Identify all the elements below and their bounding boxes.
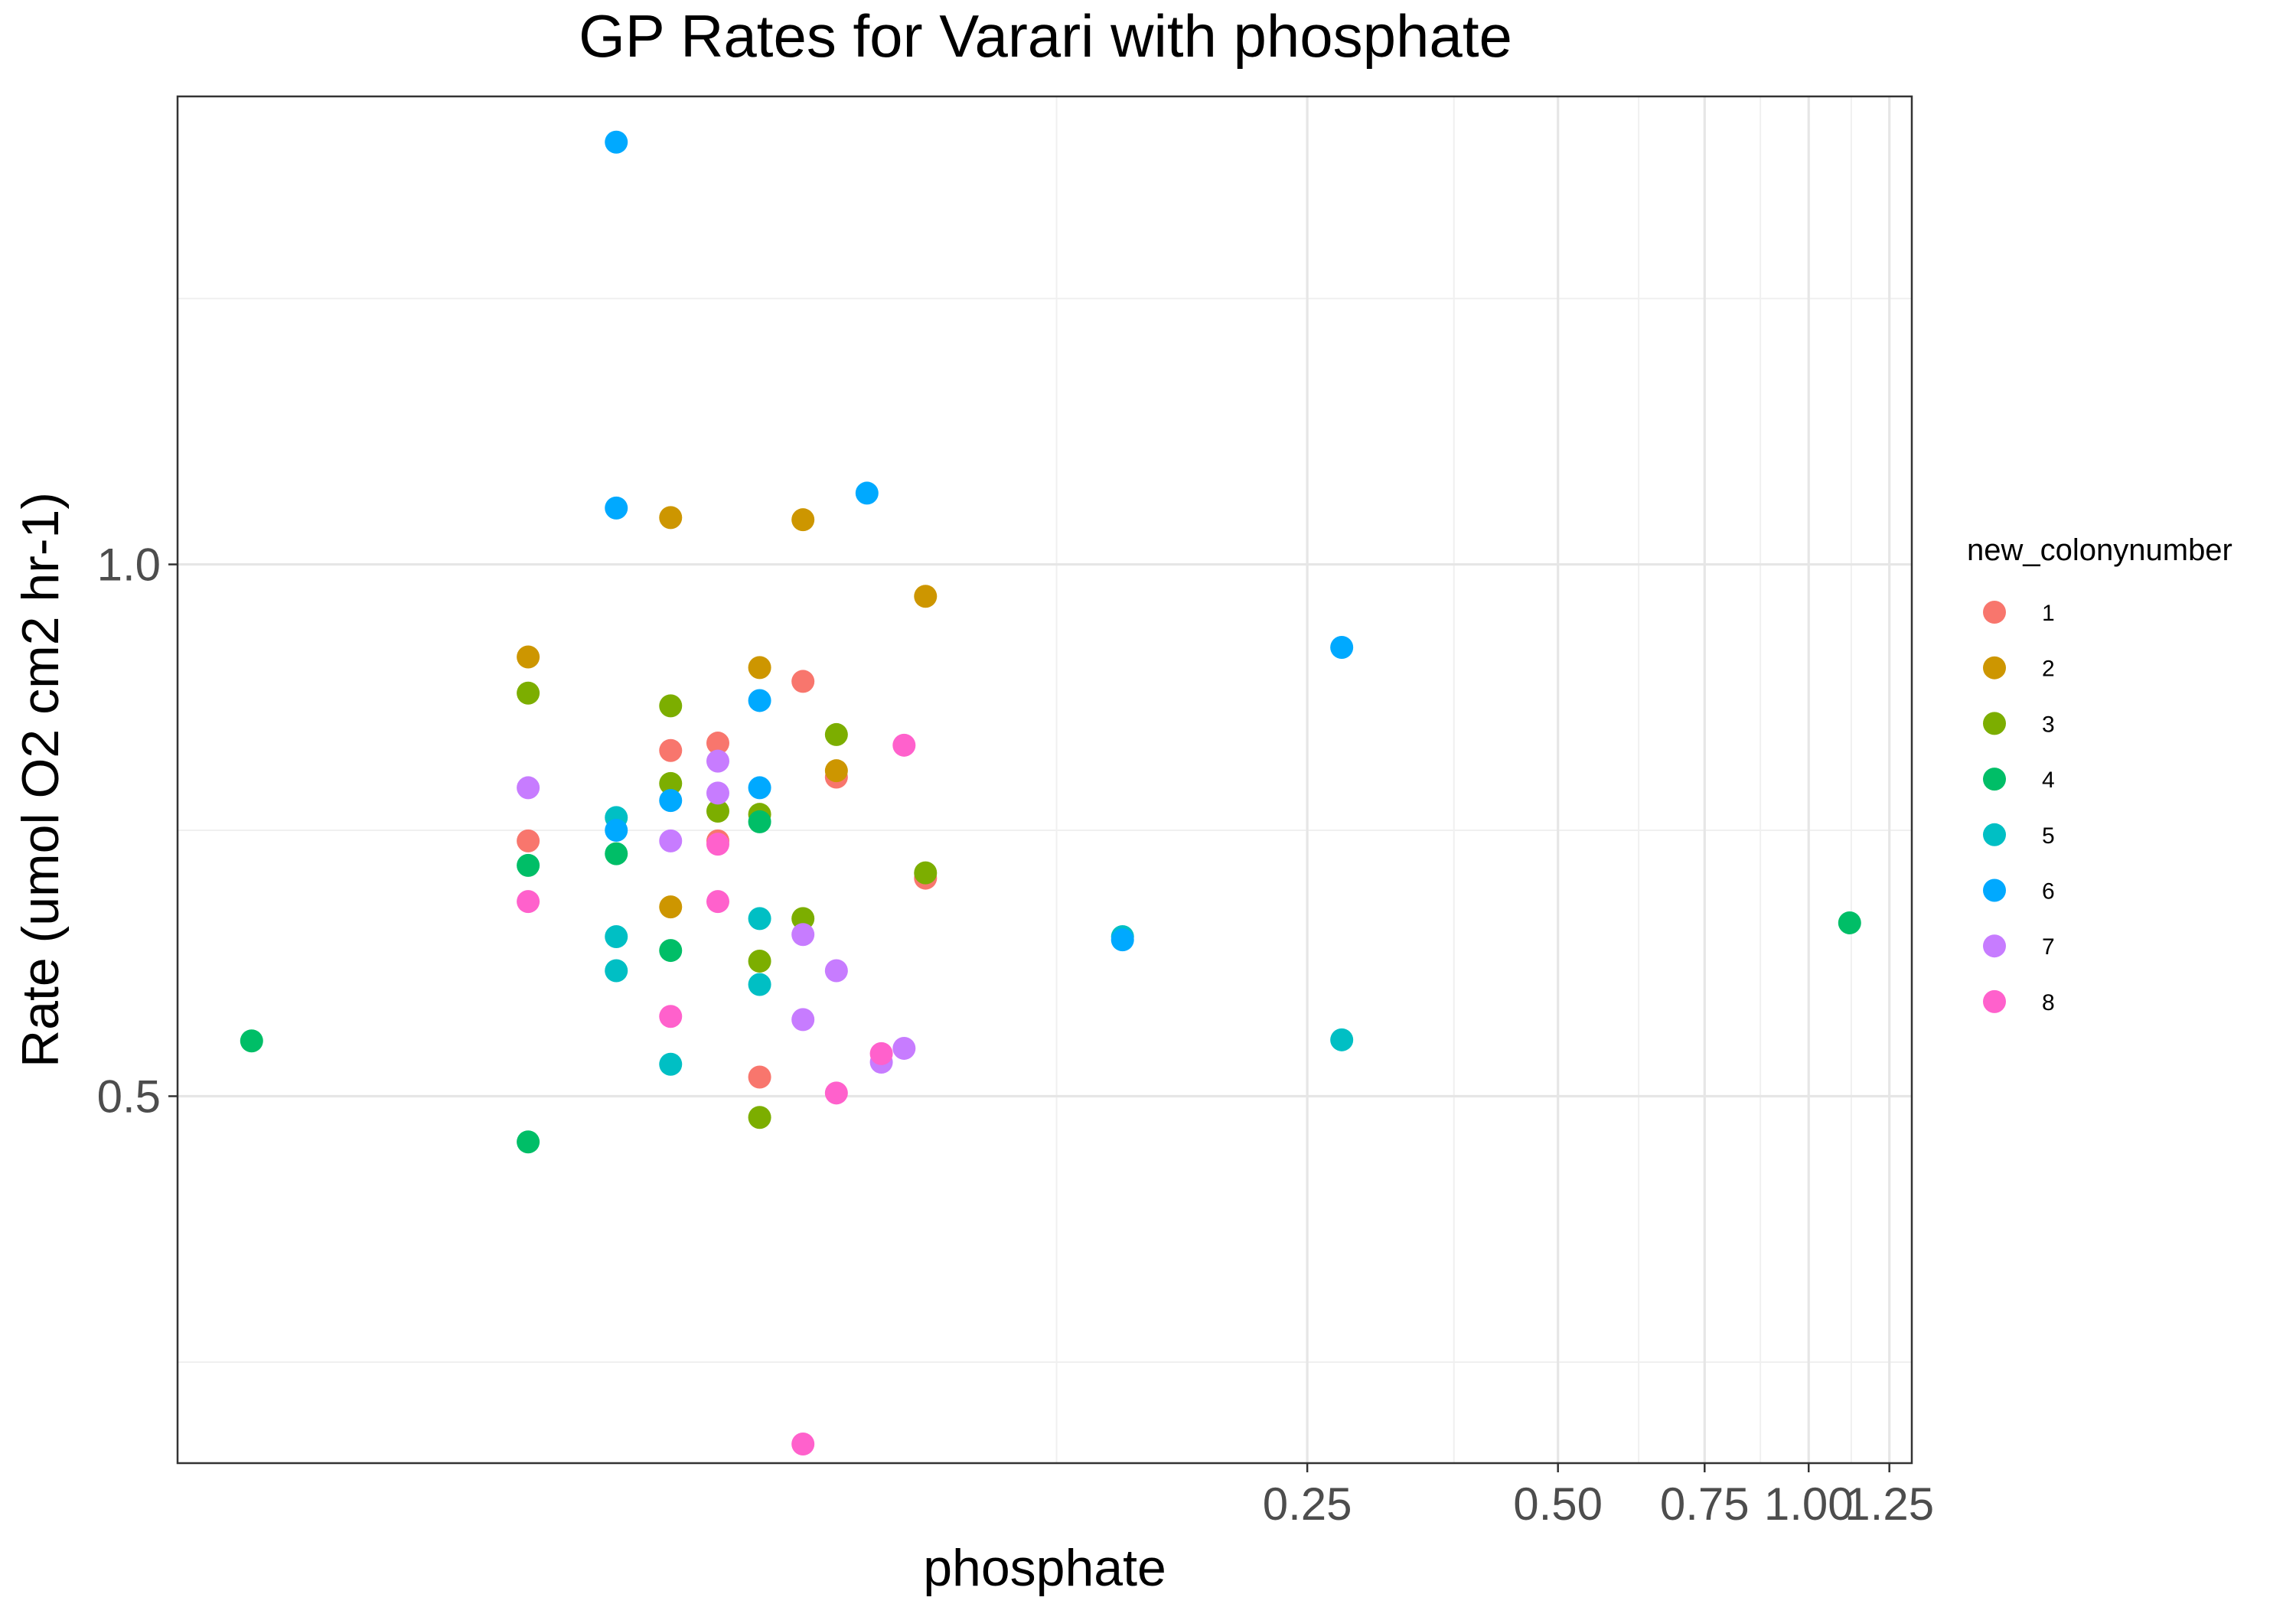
- data-point-series-8: [706, 833, 729, 856]
- legend-key-series-8: [1983, 989, 2006, 1013]
- legend-label-series-4: 4: [2042, 768, 2055, 793]
- data-point-series-2: [791, 508, 815, 532]
- legend-label-series-7: 7: [2042, 934, 2055, 960]
- data-point-series-4: [605, 842, 628, 865]
- legend-key-series-4: [1983, 768, 2006, 791]
- y-tick-label: 1.0: [97, 539, 161, 591]
- data-point-series-6: [855, 481, 879, 505]
- data-point-series-7: [659, 829, 683, 852]
- legend-key-series-5: [1983, 823, 2006, 846]
- y-tick-label: 0.5: [97, 1071, 161, 1122]
- data-point-series-8: [824, 1081, 848, 1105]
- data-point-series-6: [659, 789, 683, 813]
- legend-label-series-8: 8: [2042, 990, 2055, 1015]
- data-point-series-7: [517, 776, 540, 800]
- chart-title: GP Rates for Varari with phosphate: [579, 2, 1512, 70]
- legend-key-series-6: [1983, 878, 2006, 902]
- data-point-series-3: [824, 722, 848, 746]
- data-point-series-7: [791, 923, 815, 947]
- data-point-series-3: [748, 1106, 771, 1129]
- data-point-series-2: [914, 585, 938, 608]
- legend-label-series-2: 2: [2042, 657, 2055, 682]
- data-point-series-5: [748, 973, 771, 996]
- legend-label-series-6: 6: [2042, 879, 2055, 905]
- data-point-series-8: [892, 733, 916, 757]
- data-point-series-6: [605, 130, 628, 154]
- data-point-series-4: [240, 1029, 263, 1053]
- plot-panel-border: [176, 95, 1913, 1465]
- data-point-series-1: [791, 670, 815, 693]
- data-point-series-7: [892, 1036, 916, 1060]
- data-point-series-7: [824, 959, 848, 983]
- grid-lines: [178, 96, 1912, 1463]
- data-point-series-4: [1838, 911, 1861, 934]
- legend-label-series-3: 3: [2042, 712, 2055, 737]
- data-point-series-6: [1110, 928, 1134, 952]
- data-point-series-3: [517, 681, 540, 705]
- axes: 0.25 0.50 0.75 1.001.25 0.5 1.0: [97, 539, 1934, 1530]
- data-point-series-2: [748, 656, 771, 680]
- data-point-series-6: [1330, 635, 1354, 659]
- y-axis-label: Rate (umol O2 cm2 hr-1): [11, 492, 70, 1068]
- data-point-series-3: [706, 800, 729, 823]
- data-point-series-1: [706, 732, 729, 755]
- data-points: [240, 130, 1861, 1455]
- data-point-series-5: [1330, 1028, 1354, 1051]
- data-point-series-4: [517, 853, 540, 877]
- data-point-series-5: [748, 907, 771, 931]
- data-point-series-1: [659, 738, 683, 762]
- data-point-series-6: [605, 819, 628, 843]
- x-tick-label: 0.50: [1513, 1478, 1603, 1530]
- data-point-series-3: [914, 861, 938, 885]
- legend: new_colonynumber 1 2 3 4 5 6 7 8: [1967, 533, 2232, 1015]
- legend-key-series-7: [1983, 934, 2006, 958]
- x-axis-label: phosphate: [923, 1539, 1166, 1597]
- data-point-series-5: [605, 925, 628, 949]
- legend-key-series-1: [1983, 601, 2006, 624]
- data-point-series-7: [706, 781, 729, 805]
- legend-label-series-1: 1: [2042, 601, 2055, 626]
- data-point-series-4: [659, 939, 683, 963]
- x-tick-label: 0.75: [1660, 1478, 1750, 1530]
- data-point-series-6: [605, 496, 628, 520]
- data-point-series-7: [706, 749, 729, 773]
- legend-key-series-2: [1983, 656, 2006, 680]
- legend-key-series-3: [1983, 712, 2006, 735]
- data-point-series-2: [659, 895, 683, 919]
- x-tick-label: 0.25: [1263, 1478, 1352, 1530]
- data-point-series-2: [659, 506, 683, 530]
- data-point-series-2: [517, 645, 540, 669]
- data-point-series-3: [791, 907, 815, 931]
- x-tick-label: 1.25: [1844, 1478, 1934, 1530]
- x-tick-label: 1.00: [1764, 1478, 1854, 1530]
- data-point-series-4: [517, 1130, 540, 1154]
- data-point-series-3: [659, 771, 683, 795]
- data-point-series-1: [517, 829, 540, 852]
- data-point-series-6: [748, 689, 771, 712]
- data-point-series-5: [659, 1052, 683, 1076]
- legend-title: new_colonynumber: [1967, 533, 2232, 567]
- data-point-series-3: [659, 694, 683, 718]
- data-point-series-1: [748, 1065, 771, 1089]
- data-point-series-6: [748, 776, 771, 800]
- data-point-series-8: [791, 1432, 815, 1455]
- data-point-series-8: [659, 1005, 683, 1028]
- data-point-series-8: [517, 890, 540, 914]
- data-point-series-2: [824, 759, 848, 783]
- data-point-series-3: [748, 949, 771, 973]
- data-point-series-8: [706, 890, 729, 914]
- data-point-series-7: [791, 1008, 815, 1032]
- data-point-series-5: [605, 959, 628, 983]
- data-point-series-8: [869, 1041, 893, 1065]
- data-point-series-4: [748, 810, 771, 833]
- legend-label-series-5: 5: [2042, 823, 2055, 849]
